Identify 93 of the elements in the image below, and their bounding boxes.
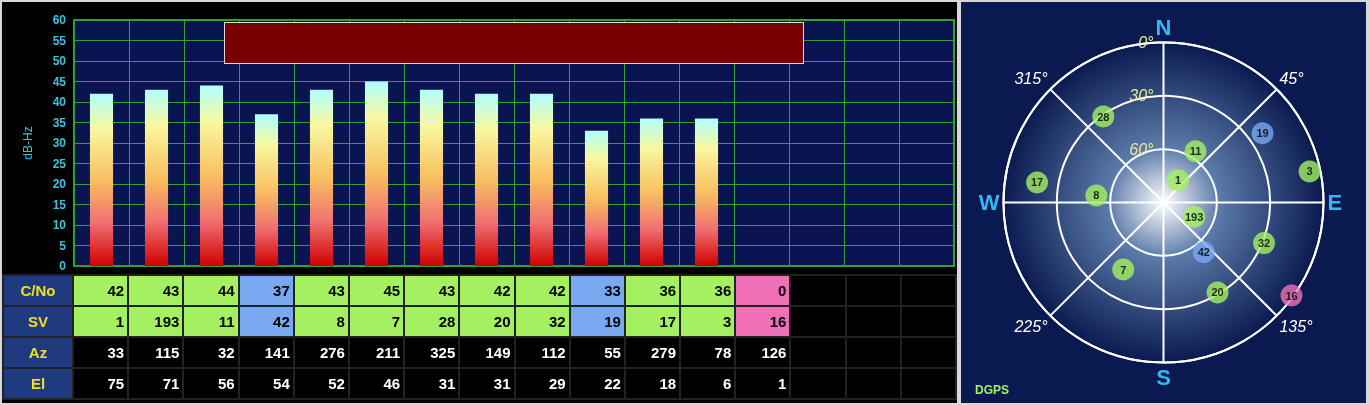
- data-label: 43: [404, 275, 460, 306]
- text: 29: [514, 368, 570, 399]
- category-label: 28: [1097, 110, 1110, 123]
- text: N: [1155, 15, 1172, 40]
- x-tick-label: 32: [514, 306, 570, 337]
- text: SV: [3, 306, 73, 337]
- category-label: 1: [1174, 174, 1182, 187]
- text: 78: [680, 337, 736, 368]
- text: 31: [459, 368, 515, 399]
- data-label: 33: [569, 275, 625, 306]
- text: 71: [128, 368, 184, 399]
- y-tick-label: 50: [52, 54, 67, 68]
- y-tick-label: 45: [52, 74, 67, 89]
- y-axis-title: dB-Hz: [21, 126, 35, 160]
- x-tick-label: 16: [735, 306, 791, 337]
- text: 46: [348, 368, 405, 399]
- text: El: [3, 368, 73, 399]
- y-tick-label: 40: [52, 95, 67, 109]
- text: Az: [3, 337, 73, 368]
- text: 141: [238, 337, 294, 368]
- category-label: 11: [1189, 145, 1202, 158]
- data-label: 37: [238, 275, 294, 306]
- x-tick-label: 3: [680, 306, 736, 337]
- category-label: 3: [1306, 165, 1313, 178]
- x-tick-label: 7: [348, 306, 405, 337]
- y-tick-label: 5: [59, 238, 67, 253]
- y-tick-label: 15: [52, 197, 67, 212]
- text: 75: [73, 368, 129, 399]
- category-label: 42: [1197, 246, 1210, 259]
- text: 60°: [1129, 140, 1155, 158]
- y-tick-label: 60: [52, 13, 67, 27]
- text: 56: [183, 368, 239, 399]
- x-tick-label: 193: [128, 306, 184, 337]
- text: 6: [680, 368, 736, 399]
- text: S: [1156, 365, 1171, 390]
- text: 126: [735, 337, 791, 368]
- text: 115: [128, 337, 184, 368]
- x-tick-label: 1: [73, 306, 129, 337]
- data-label: 43: [293, 275, 349, 306]
- text: 32: [183, 337, 239, 368]
- x-tick-label: 20: [459, 306, 515, 337]
- data-label: 42: [514, 275, 570, 306]
- y-tick-label: 35: [52, 115, 67, 130]
- text: 149: [459, 337, 515, 368]
- category-label: 19: [1256, 127, 1269, 140]
- text: 45°: [1279, 70, 1305, 88]
- x-tick-label: 19: [569, 306, 625, 337]
- text: 33: [73, 337, 129, 368]
- data-label: 0: [735, 275, 791, 306]
- text: 52: [293, 368, 349, 399]
- data-label: 42: [73, 275, 129, 306]
- text: 315°: [1014, 70, 1049, 88]
- text: DGPS: [975, 383, 1010, 397]
- text: 279: [624, 337, 681, 368]
- data-label: 43: [128, 275, 184, 306]
- text: 18: [624, 368, 681, 399]
- x-tick-label: 11: [183, 306, 239, 337]
- category-label: 8: [1093, 189, 1100, 202]
- category-label: 193: [1184, 210, 1204, 223]
- text: 112: [514, 337, 570, 368]
- data-label: 44: [183, 275, 239, 306]
- y-tick-label: 55: [52, 33, 67, 48]
- y-tick-label: 25: [52, 156, 67, 171]
- y-tick-label: 20: [52, 177, 67, 191]
- y-tick-label: 30: [52, 136, 67, 150]
- data-label: 45: [348, 275, 405, 306]
- y-tick-label: 10: [52, 218, 67, 232]
- text: W: [978, 190, 1000, 215]
- text: 135°: [1279, 317, 1314, 335]
- category-label: 32: [1257, 237, 1271, 250]
- data-label: 36: [624, 275, 681, 306]
- text: 1: [735, 368, 791, 399]
- text: E: [1327, 190, 1343, 215]
- text: 22: [569, 368, 625, 399]
- x-tick-label: 42: [238, 306, 294, 337]
- y-tick-label: 0: [59, 259, 67, 273]
- text: 276: [293, 337, 349, 368]
- category-label: 17: [1030, 176, 1044, 189]
- category-label: 16: [1285, 289, 1298, 302]
- data-label: 36: [680, 275, 736, 306]
- text: 55: [569, 337, 625, 368]
- text: 54: [238, 368, 294, 399]
- text: C/No: [3, 275, 73, 306]
- category-label: 20: [1211, 286, 1224, 299]
- x-tick-label: 28: [404, 306, 460, 337]
- x-tick-label: 17: [624, 306, 681, 337]
- text: 325: [404, 337, 460, 368]
- category-label: 7: [1120, 263, 1127, 276]
- x-tick-label: 8: [293, 306, 349, 337]
- text: 31: [404, 368, 460, 399]
- text: 211: [348, 337, 405, 368]
- data-label: 42: [459, 275, 515, 306]
- text: 225°: [1013, 317, 1049, 335]
